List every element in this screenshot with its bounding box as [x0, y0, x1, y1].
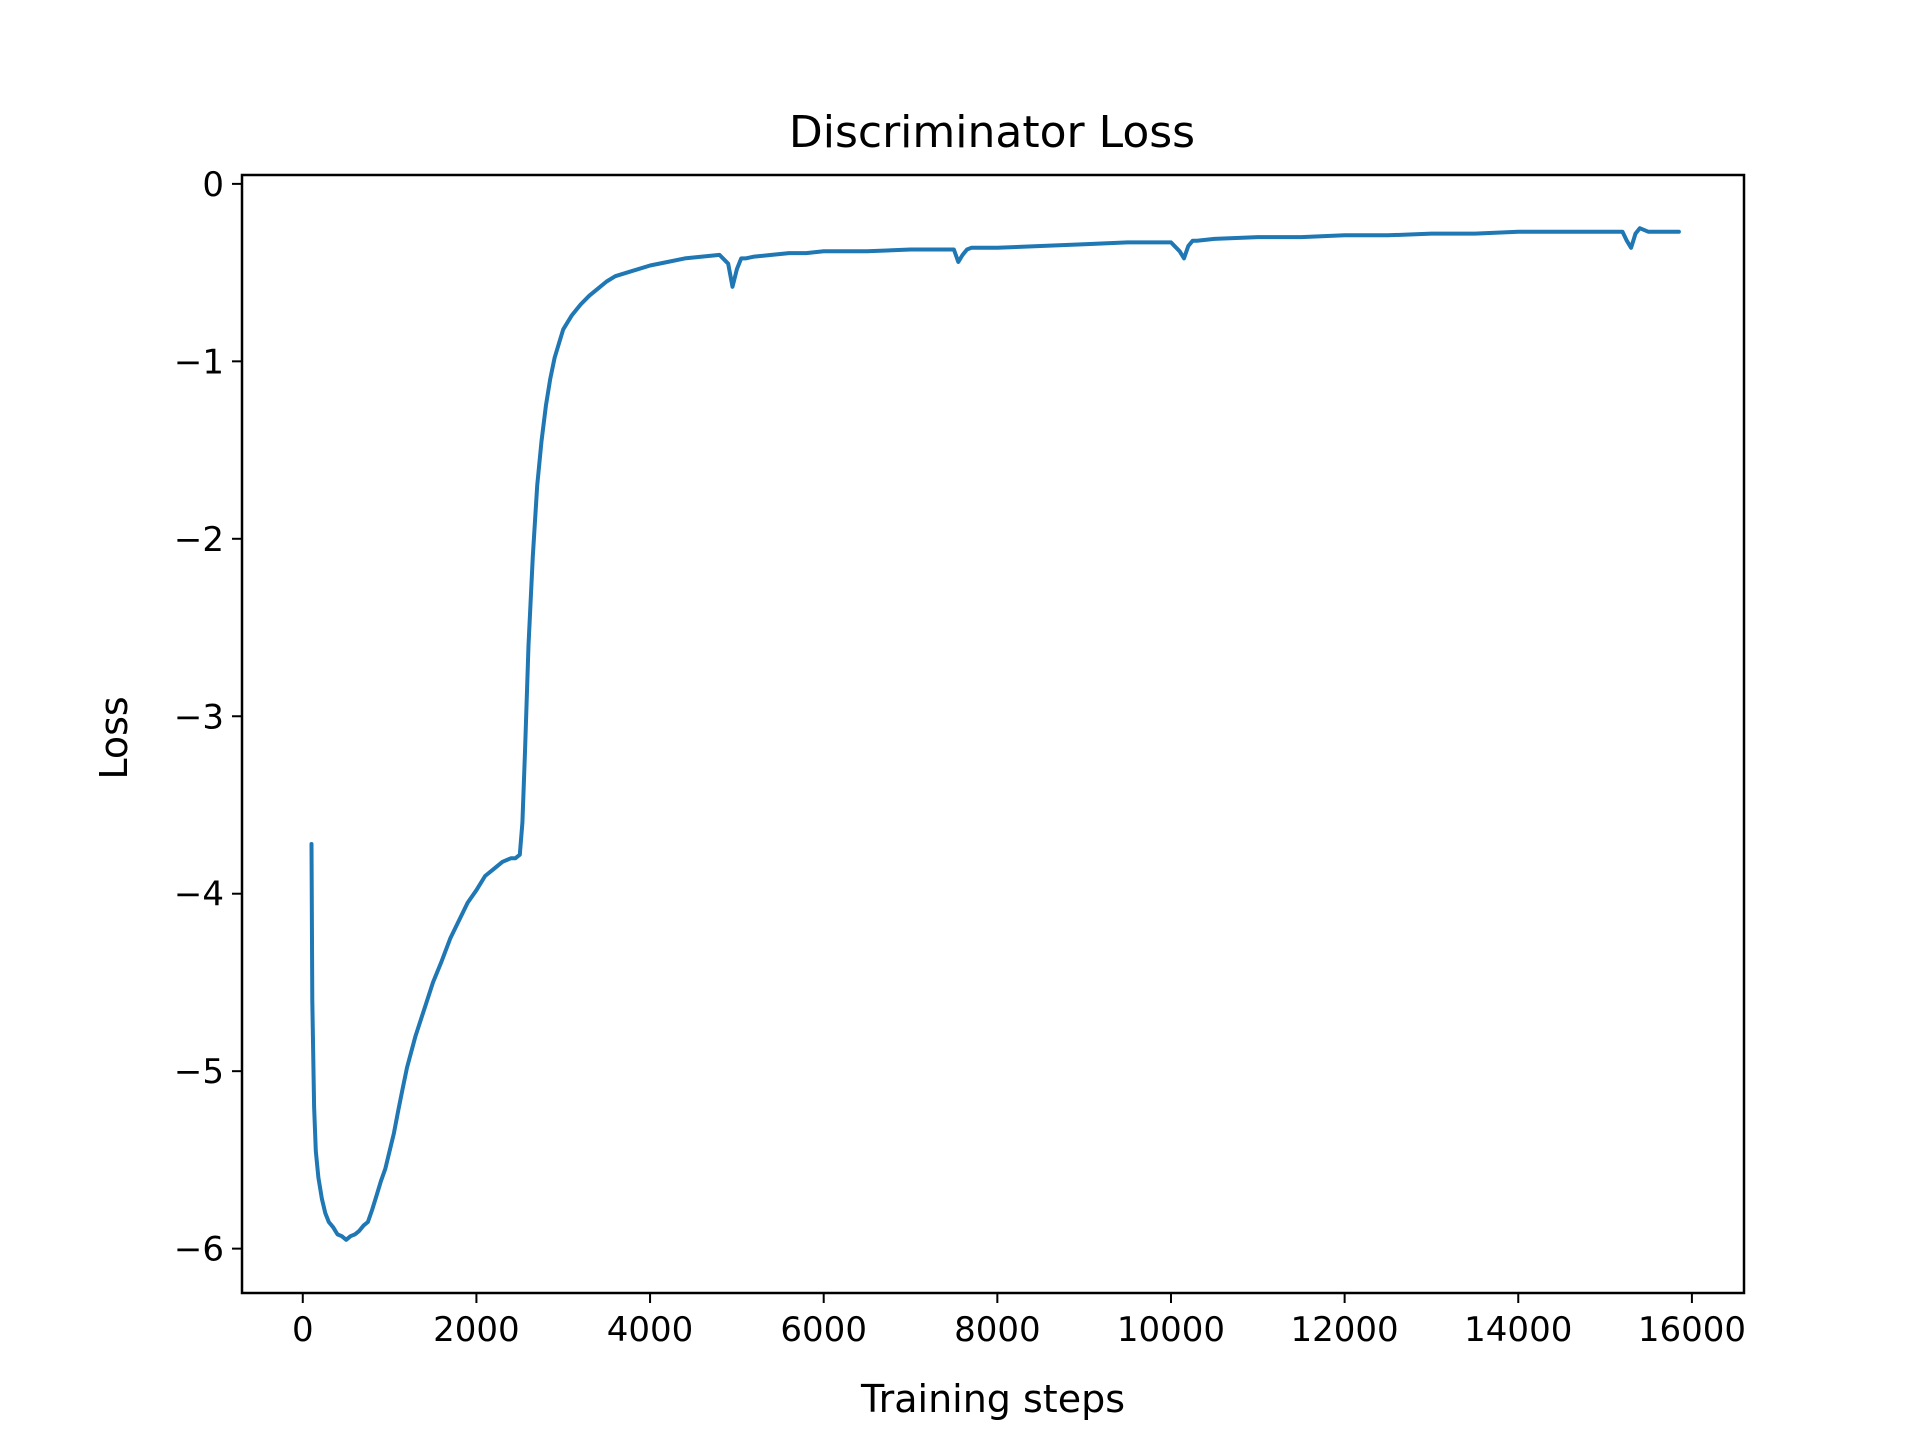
x-axis-label: Training steps — [860, 1377, 1125, 1421]
y-axis-label: Loss — [92, 696, 136, 779]
y-tick-label: −1 — [174, 342, 224, 382]
series-line-discriminator-loss — [312, 228, 1679, 1240]
plot-area — [312, 228, 1679, 1240]
x-tick-label: 16000 — [1638, 1310, 1746, 1350]
y-tick-label: −3 — [174, 697, 224, 737]
x-axis: 0 2000 4000 6000 8000 10000 12000 14000 16000 — [292, 1293, 1746, 1350]
y-tick-label: −6 — [174, 1230, 224, 1270]
x-tick-label: 8000 — [954, 1310, 1041, 1350]
x-tick-label: 6000 — [780, 1310, 867, 1350]
y-tick-label: −5 — [174, 1052, 224, 1092]
plot-frame — [242, 175, 1744, 1293]
x-tick-label: 10000 — [1117, 1310, 1225, 1350]
x-tick-label: 14000 — [1464, 1310, 1572, 1350]
x-tick-label: 2000 — [433, 1310, 520, 1350]
x-tick-label: 12000 — [1291, 1310, 1399, 1350]
x-tick-label: 0 — [292, 1310, 314, 1350]
x-tick-label: 4000 — [607, 1310, 694, 1350]
y-tick-label: 0 — [202, 165, 224, 205]
y-tick-label: −2 — [174, 520, 224, 560]
y-axis: 0 −1 −2 −3 −4 −5 −6 — [174, 165, 242, 1270]
y-tick-label: −4 — [174, 875, 224, 915]
chart-title: Discriminator Loss — [789, 107, 1195, 158]
